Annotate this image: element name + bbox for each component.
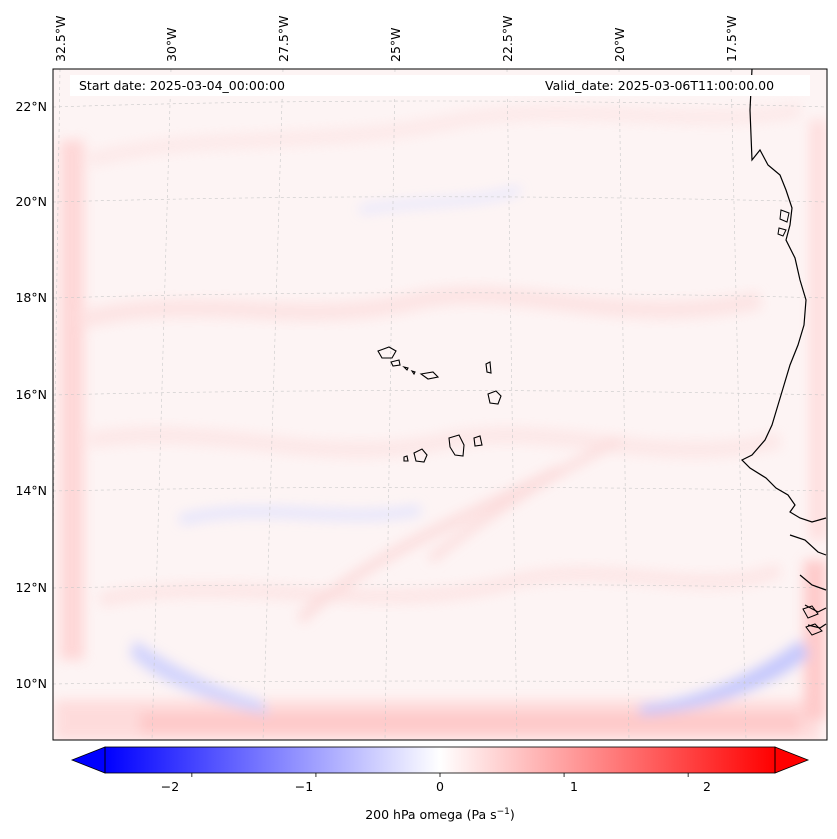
colorbar-title: 200 hPa omega (Pa s−1) — [290, 807, 590, 822]
lon-label-30w: 30°W — [164, 27, 179, 62]
colorbar-title-sup: −1 — [496, 807, 510, 817]
colorbar-tick-label: −1 — [294, 779, 314, 794]
lat-label-20n: 20°N — [15, 194, 47, 209]
lon-label-20w: 20°W — [612, 27, 627, 62]
lat-label-10n: 10°N — [15, 676, 47, 691]
date-header-bar — [70, 75, 810, 96]
colorbar-tick-label: −2 — [160, 779, 180, 794]
lon-label-27-5w: 27.5°W — [276, 15, 291, 62]
colorbar-title-text: 200 hPa omega (Pa s — [365, 807, 497, 823]
colorbar-tick-label: 2 — [703, 779, 711, 794]
colorbar-title-close: ) — [509, 807, 515, 823]
lon-label-17-5w: 17.5°W — [724, 15, 739, 62]
colorbar-tick-label: 0 — [436, 779, 444, 794]
lat-label-16n: 16°N — [15, 387, 47, 402]
colorbar-body — [105, 747, 775, 773]
lat-label-22n: 22°N — [15, 99, 47, 114]
lon-label-22-5w: 22.5°W — [500, 15, 515, 62]
lon-label-25w: 25°W — [388, 27, 403, 62]
map-frame — [52, 68, 828, 741]
colorbar — [70, 746, 810, 777]
graticule — [53, 69, 827, 740]
cape-verde-islands — [377, 346, 502, 463]
lon-label-32-5w: 32.5°W — [53, 15, 68, 62]
africa-coastline — [740, 69, 827, 629]
colorbar-high-extend — [774, 746, 810, 774]
colorbar-tick-label: 1 — [570, 779, 578, 794]
omega-field — [53, 69, 827, 740]
lat-label-14n: 14°N — [15, 483, 47, 498]
lat-label-18n: 18°N — [15, 290, 47, 305]
valid-date-label: Valid_date: 2025-03-06T11:00:00.00 — [545, 78, 775, 93]
lat-label-12n: 12°N — [15, 580, 47, 595]
colorbar-low-extend — [70, 746, 106, 774]
start-date-label: Start date: 2025-03-04_00:00:00 — [79, 78, 285, 93]
